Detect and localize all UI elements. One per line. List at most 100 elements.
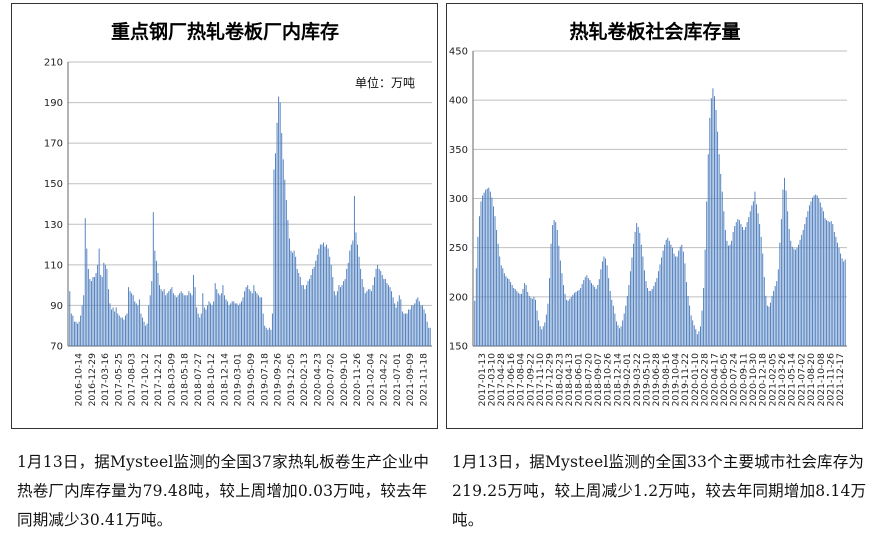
bar [653, 286, 655, 346]
bar [703, 287, 705, 346]
x-tick-label: 2020-01-10 [690, 353, 701, 407]
bar [397, 301, 399, 346]
bar [97, 264, 99, 346]
bar [275, 153, 277, 346]
bar [302, 285, 304, 346]
bar [625, 305, 627, 346]
bar [482, 195, 484, 346]
bar [757, 213, 759, 346]
bar [142, 317, 143, 346]
social-inventory-chart: 热轧卷板社会库存量 150 200 250 300 350 400 450 2017-01-1… [449, 20, 847, 407]
bar [295, 256, 297, 346]
bar [798, 244, 800, 346]
bar [636, 223, 638, 346]
bar [717, 131, 719, 346]
bar [420, 305, 422, 346]
bar [98, 248, 100, 346]
bar [561, 273, 563, 346]
bar [500, 265, 502, 346]
bar [605, 258, 607, 346]
bar [83, 295, 85, 346]
bar [639, 232, 641, 346]
bar [566, 299, 568, 346]
bar [824, 218, 826, 346]
bar [522, 288, 524, 346]
bar [597, 285, 599, 346]
bar [661, 257, 663, 346]
bar [492, 206, 494, 346]
bar [810, 201, 812, 346]
bar [87, 268, 89, 346]
bar [282, 159, 284, 346]
x-tick-label: 2021-07-02 [796, 353, 807, 406]
bar [335, 295, 337, 346]
bar [131, 293, 133, 346]
bar [428, 327, 430, 346]
y-tick-label: 300 [449, 194, 468, 205]
bar [160, 289, 162, 346]
bar [685, 282, 687, 346]
bar [647, 287, 649, 346]
bar [392, 297, 394, 346]
x-tick-label: 2021-03-26 [777, 353, 788, 407]
bar [510, 282, 512, 346]
bar [265, 327, 267, 346]
bar [707, 154, 709, 346]
bar [617, 325, 619, 346]
bar [844, 259, 846, 346]
x-tick-label: 2019-05-09 [246, 353, 257, 407]
x-tick-label: 2021-02-04 [365, 353, 376, 407]
bar [563, 285, 564, 346]
bar [134, 301, 136, 346]
bar [301, 285, 303, 346]
bar [592, 285, 594, 346]
bar [146, 323, 148, 346]
bar [387, 285, 389, 346]
bar [555, 222, 557, 346]
bar [667, 237, 669, 346]
bar [336, 291, 338, 346]
bar [654, 282, 656, 346]
bar [222, 285, 224, 346]
bar [791, 246, 793, 346]
bar [776, 281, 778, 346]
x-tick-label: 2020-07-24 [729, 353, 740, 407]
bar [411, 305, 413, 346]
bar [713, 96, 715, 346]
y-tick-label: 200 [449, 292, 468, 303]
x-tick-label: 2020-07-02 [326, 353, 337, 406]
x-tick-label: 2017-01-13 [477, 353, 488, 407]
bar [693, 325, 695, 346]
bar [132, 295, 134, 346]
y-tick-label: 450 [449, 47, 468, 58]
bar [547, 303, 549, 346]
bar [645, 281, 647, 346]
bar [299, 277, 301, 346]
bar [288, 238, 290, 346]
bar [709, 117, 711, 346]
x-tick-label: 2020-04-23 [312, 353, 323, 407]
x-tick-label: 2020-04-17 [709, 353, 720, 407]
bar [400, 299, 402, 346]
bar [84, 218, 86, 346]
x-tick-label: 2017-08-04 [516, 353, 527, 407]
bar [118, 315, 120, 346]
bar [163, 289, 165, 346]
bar [506, 278, 508, 346]
bar [310, 275, 312, 346]
bar [511, 285, 513, 346]
bar [684, 263, 686, 346]
bar [72, 315, 74, 346]
bar [149, 295, 151, 346]
bar [174, 295, 176, 346]
bar [763, 277, 765, 346]
bar [836, 242, 838, 346]
bar [378, 268, 380, 346]
bar [268, 327, 270, 346]
bar [386, 283, 388, 346]
bar [406, 313, 408, 346]
bar [219, 295, 221, 346]
bar [606, 265, 608, 346]
bar [656, 278, 658, 346]
x-tick-label: 2020-11-26 [352, 353, 363, 407]
